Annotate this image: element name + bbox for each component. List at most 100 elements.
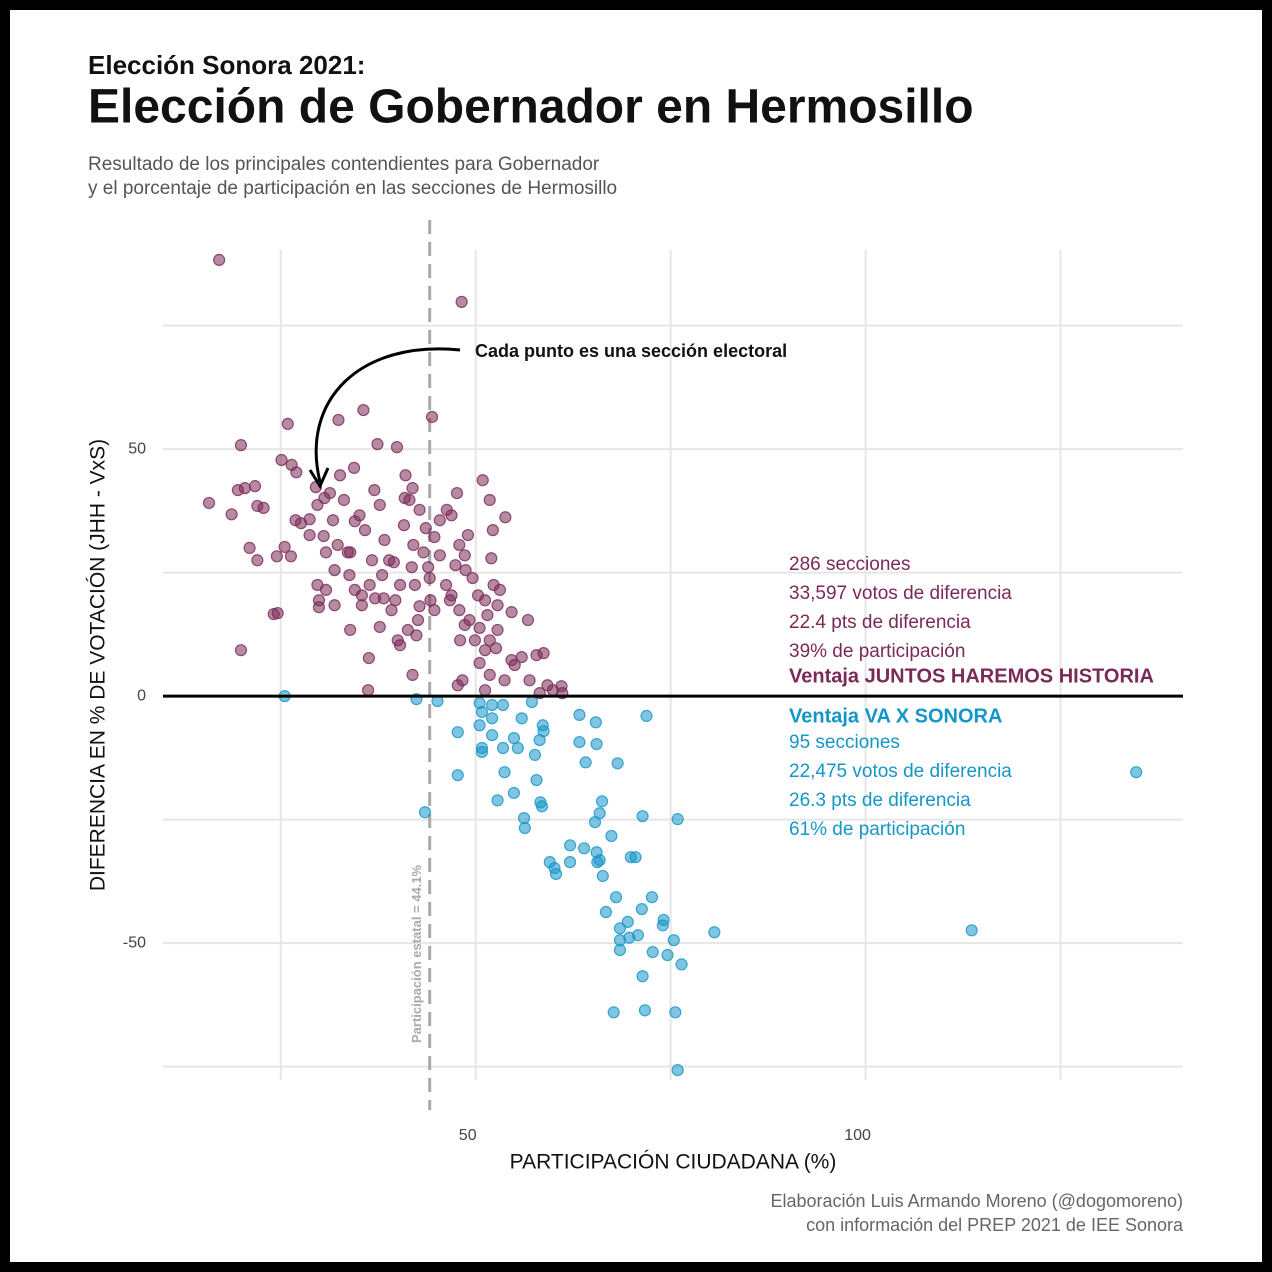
point [407, 538, 420, 552]
point [478, 684, 492, 697]
point [328, 599, 341, 612]
point [593, 807, 606, 820]
point [611, 757, 624, 770]
point [613, 943, 627, 957]
x-axis-title: PARTICIPACIÓN CIUDADANA (%) [510, 1151, 837, 1174]
point [451, 726, 464, 739]
point [319, 583, 333, 597]
point [344, 546, 357, 559]
summary-line: 26.3 pts de diferencia [789, 790, 971, 811]
point [361, 684, 375, 697]
point [493, 583, 506, 597]
point [433, 514, 446, 527]
point [433, 549, 446, 562]
point [473, 656, 486, 670]
point [473, 621, 486, 635]
point [213, 253, 226, 266]
point [248, 480, 262, 493]
point [347, 461, 361, 474]
point [481, 609, 494, 622]
points [202, 253, 1143, 1077]
point [376, 568, 389, 582]
point [667, 934, 680, 947]
point [357, 403, 370, 417]
point [419, 522, 432, 535]
point [337, 493, 351, 507]
point [459, 564, 472, 577]
point [428, 604, 441, 617]
reference-label: Participación estatal = 44.1% [409, 864, 424, 1043]
point [599, 905, 613, 919]
point [411, 613, 425, 627]
point [645, 891, 659, 904]
arrow-head [308, 467, 330, 490]
point [505, 606, 518, 619]
point [332, 413, 345, 427]
point [476, 474, 489, 487]
point [389, 594, 402, 607]
point [371, 438, 384, 451]
y-tick-label: -50 [123, 934, 146, 951]
point [468, 634, 482, 647]
point [413, 503, 426, 516]
point [596, 869, 609, 883]
point [498, 766, 511, 779]
point [377, 592, 390, 605]
point [343, 568, 356, 582]
point [523, 674, 536, 687]
point [303, 513, 316, 526]
point [225, 508, 238, 521]
summary-headline: Ventaja JUNTOS HAREMOS HISTORIA [789, 665, 1154, 687]
point [528, 748, 542, 762]
point [271, 607, 284, 620]
point [530, 774, 543, 787]
chart-title: Elección de Gobernador en Hermosillo [88, 81, 974, 134]
point [579, 756, 592, 769]
point [303, 528, 316, 542]
subtitle: Resultado de los principales contendient… [88, 154, 600, 175]
point [498, 674, 511, 687]
point [410, 629, 423, 642]
point [456, 674, 469, 687]
point [491, 794, 504, 807]
point [669, 1006, 682, 1019]
point [965, 924, 978, 937]
point [312, 601, 326, 614]
point [417, 546, 430, 559]
point [646, 945, 659, 959]
point [439, 578, 453, 592]
caption: con información del PREP 2021 de IEE Son… [806, 1215, 1184, 1235]
point [541, 679, 554, 692]
point [605, 829, 618, 843]
summary-line: 33,597 votos de diferencia [789, 583, 1012, 604]
point [423, 571, 436, 585]
point [485, 698, 499, 712]
point [549, 867, 563, 881]
point [393, 578, 407, 592]
point [326, 514, 340, 527]
point [635, 902, 648, 916]
point [491, 599, 504, 612]
point [238, 482, 251, 495]
point [671, 1064, 684, 1077]
point [636, 810, 649, 823]
point [362, 651, 375, 665]
point [496, 741, 510, 755]
x-tick-label: 100 [844, 1127, 871, 1144]
point [609, 891, 623, 904]
y-axis-title: DIFERENCIA EN % DE VOTACIÓN (JHH - VxS) [87, 439, 110, 891]
point [573, 708, 586, 721]
point [278, 540, 291, 554]
point [317, 529, 330, 543]
point [422, 561, 435, 574]
point [331, 538, 344, 552]
subtitle: y el porcentaje de participación en las … [88, 178, 617, 199]
point [537, 647, 550, 660]
point [453, 538, 466, 552]
summary-line: 22,475 votos de diferencia [789, 761, 1012, 782]
point [483, 634, 496, 647]
point [518, 821, 531, 835]
point [515, 650, 528, 664]
point [445, 589, 458, 602]
